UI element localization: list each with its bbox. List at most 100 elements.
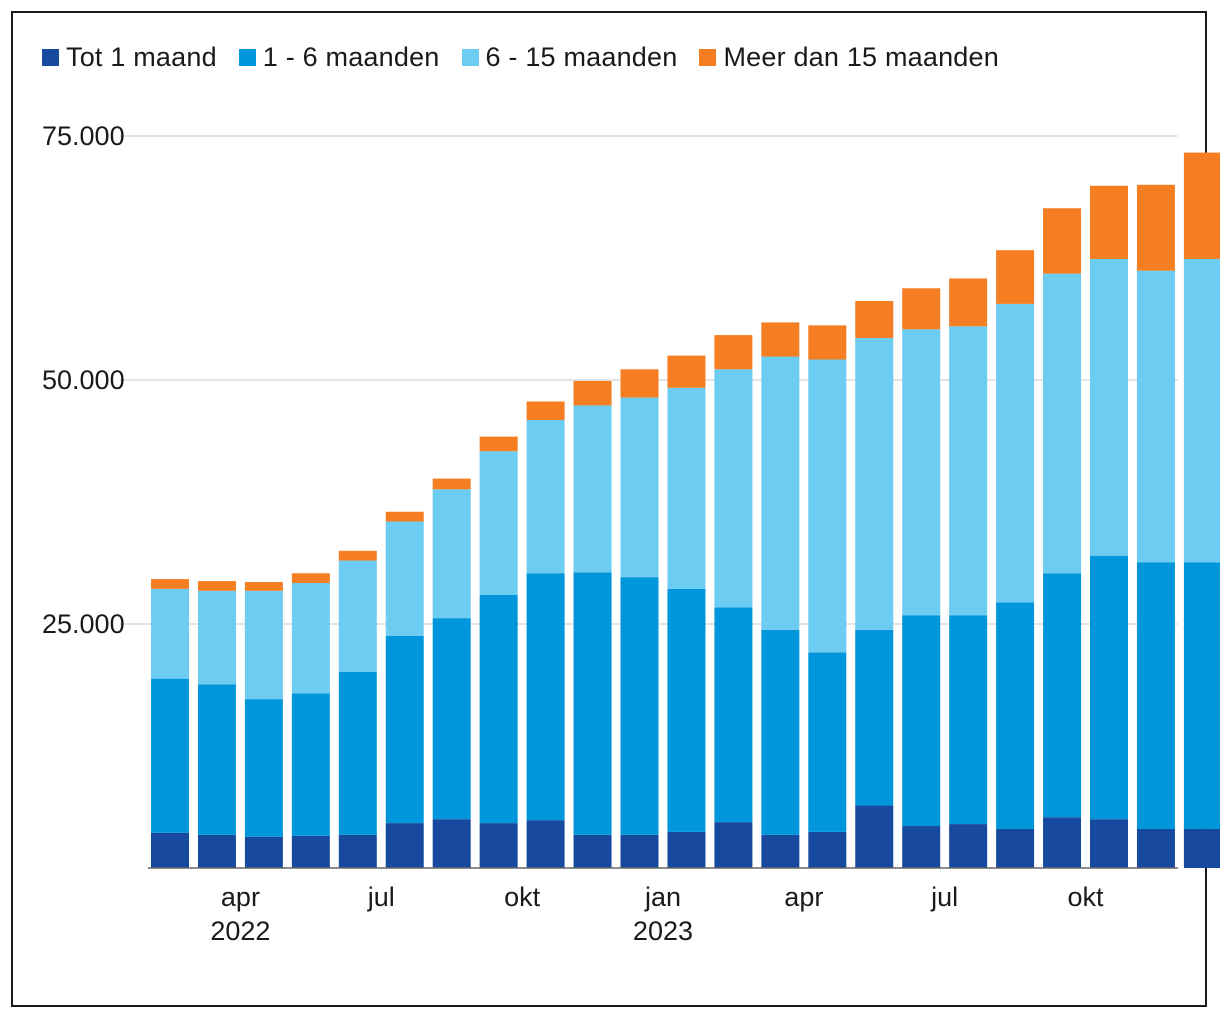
bar-segment-tot-1-maand[interactable] bbox=[291, 835, 330, 868]
bar-segment-6-15-maanden[interactable] bbox=[291, 583, 330, 694]
bar-segment-1-6-maanden[interactable] bbox=[291, 693, 330, 836]
bar-segment-tot-1-maand[interactable] bbox=[1090, 819, 1128, 868]
bar-segment-1-6-maanden[interactable] bbox=[620, 577, 659, 835]
bar-segment-6-15-maanden[interactable] bbox=[667, 387, 706, 589]
bar-segment-tot-1-maand[interactable] bbox=[855, 805, 894, 868]
bar-segment-tot-1-maand[interactable] bbox=[949, 824, 988, 868]
bar-segment-1-6-maanden[interactable] bbox=[479, 594, 518, 824]
bar-segment-tot-1-maand[interactable] bbox=[667, 831, 706, 868]
legend-swatch-tot-1-maand bbox=[42, 49, 59, 66]
bar-segment-tot-1-maand[interactable] bbox=[1136, 828, 1175, 868]
bar-segment-6-15-maanden[interactable] bbox=[432, 489, 471, 619]
bar-segment-1-6-maanden[interactable] bbox=[244, 699, 283, 837]
bar-segment-meer-dan-15-maanden[interactable] bbox=[1043, 208, 1082, 274]
bar-segment-6-15-maanden[interactable] bbox=[197, 590, 236, 685]
bar-segment-1-6-maanden[interactable] bbox=[667, 588, 706, 832]
bar-segment-1-6-maanden[interactable] bbox=[1090, 555, 1128, 820]
bar-segment-meer-dan-15-maanden[interactable] bbox=[291, 573, 330, 584]
legend: Tot 1 maand 1 - 6 maanden 6 - 15 maanden… bbox=[42, 42, 999, 73]
bar-segment-meer-dan-15-maanden[interactable] bbox=[197, 581, 236, 591]
bar-segment-1-6-maanden[interactable] bbox=[432, 618, 471, 820]
bar-segment-6-15-maanden[interactable] bbox=[714, 369, 753, 608]
bar-segment-6-15-maanden[interactable] bbox=[151, 588, 189, 679]
bar-segment-6-15-maanden[interactable] bbox=[902, 329, 941, 616]
bar-segment-tot-1-maand[interactable] bbox=[244, 836, 283, 868]
bar-segment-6-15-maanden[interactable] bbox=[526, 420, 565, 574]
bar-segment-tot-1-maand[interactable] bbox=[1183, 828, 1220, 868]
bar-segment-tot-1-maand[interactable] bbox=[808, 831, 847, 868]
bar-segment-meer-dan-15-maanden[interactable] bbox=[714, 335, 753, 370]
bar-segment-meer-dan-15-maanden[interactable] bbox=[526, 401, 565, 421]
bar-segment-meer-dan-15-maanden[interactable] bbox=[761, 322, 800, 357]
bar-segment-1-6-maanden[interactable] bbox=[1183, 562, 1220, 829]
bar-segment-1-6-maanden[interactable] bbox=[338, 671, 377, 835]
bar-segment-6-15-maanden[interactable] bbox=[949, 326, 988, 616]
bar-segment-meer-dan-15-maanden[interactable] bbox=[996, 250, 1035, 304]
bar-segment-tot-1-maand[interactable] bbox=[338, 834, 377, 868]
bar-segment-meer-dan-15-maanden[interactable] bbox=[667, 355, 706, 388]
bar-segment-meer-dan-15-maanden[interactable] bbox=[244, 582, 283, 591]
bar-segment-6-15-maanden[interactable] bbox=[1090, 258, 1128, 556]
bar-segment-meer-dan-15-maanden[interactable] bbox=[902, 288, 941, 330]
bar-segment-1-6-maanden[interactable] bbox=[714, 607, 753, 823]
legend-item-meer-dan-15-maanden[interactable]: Meer dan 15 maanden bbox=[699, 42, 999, 73]
bar-segment-1-6-maanden[interactable] bbox=[197, 684, 236, 835]
bar-segment-1-6-maanden[interactable] bbox=[902, 615, 941, 827]
bar-segment-6-15-maanden[interactable] bbox=[855, 338, 894, 630]
bar-segment-1-6-maanden[interactable] bbox=[1043, 573, 1082, 818]
bar-segment-6-15-maanden[interactable] bbox=[620, 397, 659, 578]
bar-segment-meer-dan-15-maanden[interactable] bbox=[338, 550, 377, 561]
bar-segment-tot-1-maand[interactable] bbox=[1043, 817, 1082, 868]
bar-segment-tot-1-maand[interactable] bbox=[479, 823, 518, 868]
bar-segment-1-6-maanden[interactable] bbox=[385, 635, 424, 824]
bar-segment-6-15-maanden[interactable] bbox=[573, 405, 612, 573]
bar-segment-meer-dan-15-maanden[interactable] bbox=[151, 579, 189, 589]
bar-segment-tot-1-maand[interactable] bbox=[761, 834, 800, 868]
bar-segment-1-6-maanden[interactable] bbox=[573, 572, 612, 835]
bar-segment-tot-1-maand[interactable] bbox=[197, 834, 236, 868]
bar-segment-6-15-maanden[interactable] bbox=[385, 521, 424, 636]
bar-segment-tot-1-maand[interactable] bbox=[902, 826, 941, 868]
legend-label: Tot 1 maand bbox=[66, 42, 217, 72]
bar-segment-meer-dan-15-maanden[interactable] bbox=[1136, 184, 1175, 271]
bar-segment-1-6-maanden[interactable] bbox=[151, 678, 189, 833]
bar-segment-6-15-maanden[interactable] bbox=[1043, 273, 1082, 574]
bar-segment-1-6-maanden[interactable] bbox=[996, 602, 1035, 829]
bar-segment-1-6-maanden[interactable] bbox=[761, 629, 800, 835]
bar-segment-tot-1-maand[interactable] bbox=[526, 820, 565, 868]
bar-segment-1-6-maanden[interactable] bbox=[1136, 562, 1175, 829]
bar-segment-meer-dan-15-maanden[interactable] bbox=[432, 478, 471, 490]
bar-segment-meer-dan-15-maanden[interactable] bbox=[808, 325, 847, 360]
bar-segment-meer-dan-15-maanden[interactable] bbox=[1183, 152, 1220, 259]
bar-segment-meer-dan-15-maanden[interactable] bbox=[620, 369, 659, 398]
bar-segment-1-6-maanden[interactable] bbox=[949, 615, 988, 825]
bar-segment-6-15-maanden[interactable] bbox=[479, 451, 518, 595]
bar-segment-tot-1-maand[interactable] bbox=[573, 834, 612, 868]
bar-segment-meer-dan-15-maanden[interactable] bbox=[855, 300, 894, 339]
bar-segment-meer-dan-15-maanden[interactable] bbox=[479, 436, 518, 452]
bar-segment-tot-1-maand[interactable] bbox=[996, 828, 1035, 868]
bar-segment-tot-1-maand[interactable] bbox=[385, 823, 424, 868]
bar-segment-meer-dan-15-maanden[interactable] bbox=[1090, 185, 1128, 259]
legend-item-6-15-maanden[interactable]: 6 - 15 maanden bbox=[461, 42, 678, 73]
legend-item-tot-1-maand[interactable]: Tot 1 maand bbox=[42, 42, 217, 73]
bar-segment-6-15-maanden[interactable] bbox=[244, 590, 283, 700]
bar-segment-meer-dan-15-maanden[interactable] bbox=[949, 278, 988, 327]
bar-segment-tot-1-maand[interactable] bbox=[432, 819, 471, 868]
bar-segment-tot-1-maand[interactable] bbox=[151, 832, 189, 868]
bar-segment-tot-1-maand[interactable] bbox=[714, 822, 753, 868]
axes: 25.000 50.000 75.000 apr 2022 jul okt jan 2023 ap… bbox=[42, 121, 1178, 946]
bar-segment-6-15-maanden[interactable] bbox=[1136, 270, 1175, 563]
bar-segment-tot-1-maand[interactable] bbox=[620, 834, 659, 868]
bar-segment-6-15-maanden[interactable] bbox=[996, 303, 1035, 603]
bar-segment-1-6-maanden[interactable] bbox=[855, 629, 894, 806]
bar-segment-6-15-maanden[interactable] bbox=[761, 356, 800, 630]
bar-segment-1-6-maanden[interactable] bbox=[526, 573, 565, 821]
legend-item-1-6-maanden[interactable]: 1 - 6 maanden bbox=[238, 42, 440, 73]
bar-segment-meer-dan-15-maanden[interactable] bbox=[573, 380, 612, 406]
bar-segment-meer-dan-15-maanden[interactable] bbox=[385, 511, 424, 522]
bar-segment-6-15-maanden[interactable] bbox=[808, 359, 847, 653]
bar-segment-1-6-maanden[interactable] bbox=[808, 652, 847, 832]
bar-segment-6-15-maanden[interactable] bbox=[338, 560, 377, 672]
bar-segment-6-15-maanden[interactable] bbox=[1183, 258, 1220, 563]
